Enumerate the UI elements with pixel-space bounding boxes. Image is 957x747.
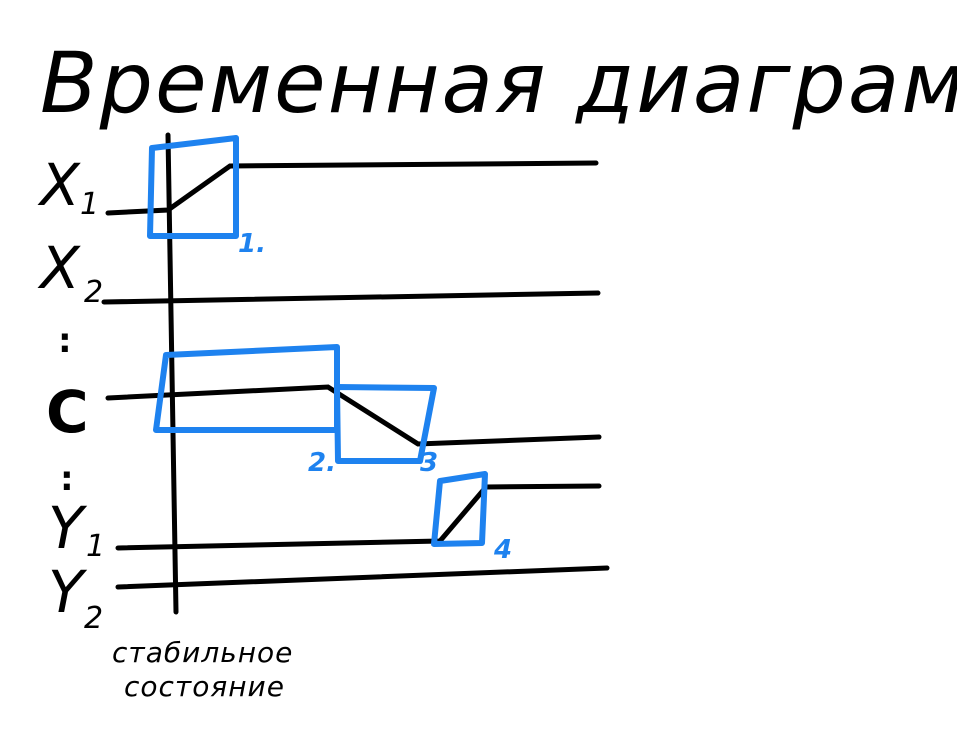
signal-label-main: C	[46, 378, 89, 446]
box-number: 4	[493, 535, 512, 565]
stable-state-axis	[165, 132, 179, 615]
signal-label-main: X	[37, 234, 81, 302]
highlight-box-1: 1.	[147, 135, 266, 259]
ellipsis-lower: :	[60, 459, 74, 499]
waveform-x1	[105, 160, 599, 216]
signal-label-x1: X 1	[37, 151, 99, 222]
axis-note-line2: состояние	[124, 670, 285, 703]
waveform-x2	[101, 290, 601, 305]
highlight-box-3: 3	[334, 384, 438, 478]
signal-label-sub: 1	[80, 187, 99, 222]
signal-label-main: Y	[48, 494, 88, 562]
box-number: 1.	[238, 229, 266, 259]
waveform-y2	[115, 565, 610, 590]
waveform-c	[105, 384, 602, 447]
signal-label-main: Y	[48, 558, 88, 626]
highlight-box-4: 4	[431, 471, 512, 565]
signal-label-x2: X 2	[37, 234, 103, 310]
signal-label-y1: Y 1	[48, 494, 105, 564]
signal-label-c: C	[46, 378, 89, 446]
signal-label-y2: Y 2	[48, 558, 103, 636]
box-number: 2.	[308, 448, 336, 478]
axis-note-line1: стабильное	[112, 636, 293, 669]
box-outline	[431, 471, 488, 547]
signal-label-sub: 2	[84, 275, 103, 310]
box-outline	[147, 135, 239, 239]
highlight-box-2: 2.	[153, 344, 340, 478]
signal-label-sub: 2	[84, 601, 103, 636]
diagram-title: Временная диаграмма	[40, 34, 957, 132]
waveform-y1	[115, 483, 602, 551]
signal-label-main: X	[37, 151, 81, 219]
box-number: 3	[420, 448, 438, 478]
box-outline	[334, 384, 437, 464]
ellipsis-upper: :	[58, 321, 72, 361]
signal-label-sub: 1	[86, 529, 105, 564]
